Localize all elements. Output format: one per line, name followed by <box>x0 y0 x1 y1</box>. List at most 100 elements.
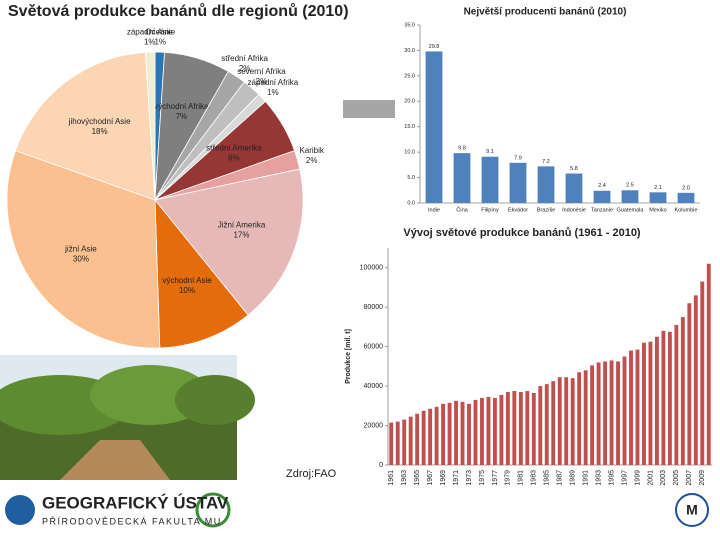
x-tick-label: 1981 <box>518 470 525 486</box>
bar <box>609 360 614 465</box>
bar <box>512 391 517 465</box>
y-tick-label: 0.0 <box>407 200 415 206</box>
bar <box>486 396 491 465</box>
bar <box>700 281 705 465</box>
x-tick-label: Kolumbie <box>675 207 698 213</box>
bar <box>564 377 569 465</box>
x-tick-label: 2001 <box>647 470 654 486</box>
pie-slice <box>6 150 161 349</box>
x-tick-label: Tanzanie <box>591 207 613 213</box>
value-label: 2.5 <box>626 183 634 189</box>
logo-subtitle: PŘÍRODOVĚDECKÁ FAKULTA MU <box>42 516 222 526</box>
x-tick-label: Ekvádor <box>508 207 528 213</box>
bar <box>583 370 588 465</box>
x-tick-label: 1973 <box>466 470 473 486</box>
slice-value: 2% <box>306 156 318 165</box>
bar <box>525 391 530 465</box>
x-tick-label: 1967 <box>427 470 434 486</box>
chart-title: Světová produkce banánů dle regionů (201… <box>8 3 349 20</box>
bar <box>622 356 627 465</box>
bar <box>577 372 582 465</box>
bar <box>593 190 611 203</box>
slice-value: 6% <box>228 153 240 162</box>
bar <box>667 331 672 465</box>
x-tick-label: 2007 <box>686 470 693 486</box>
bar <box>661 330 666 465</box>
bar <box>389 422 394 465</box>
bar <box>642 342 646 465</box>
y-tick-label: 40000 <box>364 383 384 390</box>
slice-label: střední Amerika <box>206 143 262 152</box>
chart-title: Největší producenti banánů (2010) <box>464 6 627 18</box>
value-label: 29.8 <box>429 44 440 50</box>
slice-label: východní Asie <box>162 276 212 285</box>
x-tick-label: 2003 <box>660 470 667 486</box>
x-tick-label: Čína <box>456 206 469 213</box>
x-tick-label: 1977 <box>492 470 499 486</box>
bar <box>518 392 523 465</box>
value-label: 2.4 <box>598 183 606 189</box>
slice-label: Oceánie <box>145 27 175 36</box>
x-tick-label: Brazílie <box>537 207 555 213</box>
y-tick-label: 10.0 <box>404 150 415 156</box>
x-tick-label: 1993 <box>595 470 602 486</box>
x-tick-label: 1991 <box>582 470 589 486</box>
pie-slice <box>14 51 156 201</box>
slice-label: západní Asie <box>127 27 173 36</box>
x-tick-label: Filipíny <box>481 207 499 213</box>
bar <box>538 386 543 465</box>
y-tick-label: 0 <box>379 462 383 469</box>
slice-label: Jižní Amerika <box>218 221 266 230</box>
bar <box>596 362 601 465</box>
slice-label: západní Afrika <box>248 78 299 87</box>
x-tick-label: 1995 <box>608 470 615 486</box>
bar <box>441 403 446 465</box>
value-label: 7.9 <box>514 155 522 161</box>
bar <box>706 263 711 465</box>
bar <box>590 365 595 465</box>
y-tick-label: 25.0 <box>404 73 415 79</box>
bar <box>481 156 499 203</box>
bar <box>425 51 443 204</box>
slice-value: 30% <box>73 254 89 263</box>
slice-value: 1% <box>154 37 166 46</box>
x-tick-label: 1989 <box>570 470 577 486</box>
slice-value: 7% <box>176 112 188 121</box>
bar <box>421 410 426 465</box>
bar <box>693 295 698 465</box>
slice-label: Karibik <box>299 146 324 155</box>
value-label: 2.1 <box>654 185 662 191</box>
x-tick-label: Indonésie <box>562 207 586 213</box>
bar <box>434 406 439 465</box>
bar <box>687 303 692 465</box>
bar <box>531 392 536 465</box>
bar <box>654 336 659 465</box>
value-label: 9.1 <box>486 149 494 155</box>
y-tick-label: 100000 <box>360 265 383 272</box>
y-tick-label: 20000 <box>364 422 384 429</box>
x-tick-label: 1961 <box>388 470 395 486</box>
bar <box>616 361 620 465</box>
pie-slice <box>144 51 156 201</box>
chart-title: Vývoj světové produkce banánů (1961 - 20… <box>403 227 641 239</box>
bar <box>649 192 667 203</box>
bar <box>648 341 653 465</box>
slice-label: severní Afrika <box>237 67 286 76</box>
slice-value: 1% <box>144 37 156 46</box>
arrow-box <box>343 100 395 118</box>
x-tick-label: 1985 <box>544 470 551 486</box>
logo: M <box>5 492 709 528</box>
bar <box>629 350 633 465</box>
y-tick-label: 20.0 <box>404 99 415 105</box>
pie-slice <box>154 198 249 349</box>
x-tick-label: 1999 <box>634 470 641 486</box>
x-tick-label: 2009 <box>699 470 706 486</box>
bar <box>415 413 420 465</box>
bar <box>509 162 527 203</box>
bar <box>674 324 679 465</box>
bar <box>603 361 608 465</box>
svg-text:M: M <box>686 502 698 518</box>
y-tick-label: 60000 <box>364 343 384 350</box>
y-tick-label: 15.0 <box>404 124 415 130</box>
bar <box>551 381 556 465</box>
